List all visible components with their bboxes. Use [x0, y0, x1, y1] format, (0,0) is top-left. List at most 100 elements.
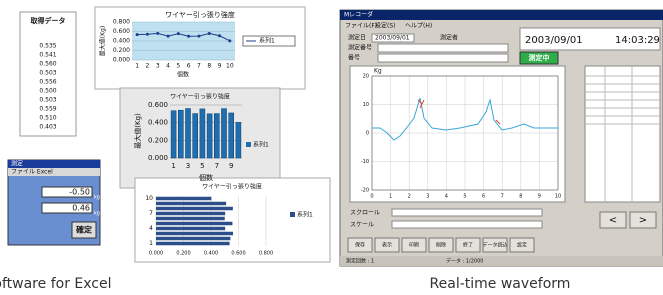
- x-tick-label: 5: [463, 194, 466, 200]
- bar: [193, 114, 198, 158]
- status-item: データ : 1/2000: [446, 258, 483, 265]
- point: [208, 32, 211, 35]
- menu-item[interactable]: ファイル(F): [345, 23, 377, 30]
- point: [218, 34, 221, 37]
- field-label: 測定者: [440, 34, 458, 42]
- x-tick-label: 7: [501, 194, 504, 200]
- control-label: スクロール: [350, 210, 380, 217]
- status-text: 測定中: [529, 53, 550, 62]
- data-table: [585, 66, 660, 202]
- bar: [229, 113, 234, 158]
- caption: Software for Excel: [0, 276, 111, 292]
- date: 2003/09/01: [525, 35, 583, 46]
- x-tick-label: 2: [408, 194, 411, 200]
- x-tick-label: 8: [519, 194, 522, 200]
- graph-panel: [350, 66, 565, 202]
- x-tick-label: 5: [176, 63, 180, 70]
- chart-title: ワイヤー引っ張り強度: [202, 183, 262, 191]
- bar: [156, 237, 230, 241]
- nav-label[interactable]: <: [609, 215, 617, 226]
- y-tick-label: 0.000: [113, 57, 130, 64]
- legend-label: 系列1: [253, 141, 269, 149]
- x-tick-label: 8: [207, 63, 211, 70]
- bar: [156, 217, 225, 221]
- point: [136, 33, 139, 36]
- y-tick-label: 0.200: [148, 136, 168, 144]
- bar: [221, 109, 226, 158]
- menu-item[interactable]: 設定(S): [375, 22, 396, 30]
- y-tick-label: 4: [149, 225, 153, 232]
- data-value: 0.500: [39, 88, 56, 95]
- bar: [236, 122, 241, 158]
- app-titlebar: [340, 10, 663, 20]
- y-tick-label: 0.400: [148, 119, 168, 127]
- scrollbar[interactable]: [392, 209, 542, 216]
- y-tick-label: 0.600: [148, 101, 168, 109]
- x-tick-label: 7: [197, 63, 201, 70]
- status-bar: [340, 256, 663, 266]
- x-tick-label: 0.400: [204, 251, 218, 257]
- data-value: 0.556: [39, 79, 56, 86]
- bar: [156, 197, 211, 201]
- bar: [156, 207, 233, 211]
- data-value: 0.535: [39, 43, 56, 50]
- x-tick-label: 4: [166, 63, 170, 70]
- x-tick-label: 7: [215, 162, 219, 170]
- data-value: 0.403: [39, 124, 56, 131]
- data-value: 0.541: [39, 52, 56, 59]
- y-tick-label: 0.600: [113, 28, 130, 35]
- x-tick-label: 3: [186, 162, 190, 170]
- field-label: 測定日: [348, 34, 366, 42]
- confirm-label[interactable]: 確定: [76, 225, 92, 235]
- field-box: [378, 54, 508, 62]
- bar: [200, 109, 205, 158]
- x-tick-label: 4: [445, 194, 448, 200]
- field-label: 番号: [348, 55, 360, 62]
- x-tick-label: 1: [135, 63, 139, 70]
- y-tick-label: 20: [363, 74, 369, 80]
- point: [156, 32, 159, 35]
- legend-swatch: [246, 142, 251, 147]
- x-tick-label: 9: [229, 162, 233, 170]
- nav-label[interactable]: >: [639, 215, 647, 226]
- button-label[interactable]: 削除: [436, 242, 446, 249]
- x-tick-label: 0.000: [149, 251, 163, 257]
- x-axis-label: 個数: [177, 71, 189, 79]
- button-label[interactable]: データ読込: [482, 242, 507, 249]
- data-value: 0.559: [39, 106, 56, 113]
- y-tick-label: 10: [145, 195, 153, 202]
- y-tick-label: 10: [363, 102, 369, 108]
- point: [228, 39, 231, 42]
- field-box: [378, 44, 508, 52]
- point: [177, 32, 180, 35]
- field-label: 測定番号: [348, 44, 372, 52]
- scale-bar[interactable]: [392, 221, 542, 228]
- caption: Real-time waveform: [430, 276, 571, 292]
- button-label[interactable]: 設定: [517, 242, 527, 249]
- button-label[interactable]: 終了: [463, 242, 473, 249]
- data-panel-title: 取得データ: [31, 16, 66, 25]
- chart-title: ワイヤー引っ張り強度: [165, 10, 235, 19]
- point: [197, 35, 200, 38]
- bar: [156, 212, 225, 216]
- x-tick-label: 5: [200, 162, 204, 170]
- y-tick-label: -10: [361, 159, 369, 165]
- field-label: 2003/09/01: [375, 35, 410, 42]
- button-label[interactable]: 保存: [355, 242, 365, 249]
- dialog-menu: ファイル Excel: [11, 169, 53, 176]
- reading-unit: kg: [94, 195, 100, 201]
- y-tick-label: 0.000: [148, 154, 168, 162]
- data-value: 0.560: [39, 61, 56, 68]
- button-label[interactable]: 印刷: [409, 242, 419, 249]
- menu-item[interactable]: ヘルプ(H): [405, 23, 432, 30]
- button-label[interactable]: 表示: [382, 242, 392, 249]
- bar: [178, 110, 183, 158]
- chart-title: ワイヤー引っ張り強度: [170, 93, 230, 101]
- x-tick-label: 0.600: [231, 251, 245, 257]
- dialog-title: 測定: [11, 160, 23, 168]
- y-tick-label: 7: [149, 210, 153, 217]
- x-tick-label: 9: [538, 194, 541, 200]
- x-tick-label: 3: [156, 63, 160, 70]
- reading-value: 0.46: [72, 204, 90, 213]
- x-tick-label: 2: [146, 63, 150, 70]
